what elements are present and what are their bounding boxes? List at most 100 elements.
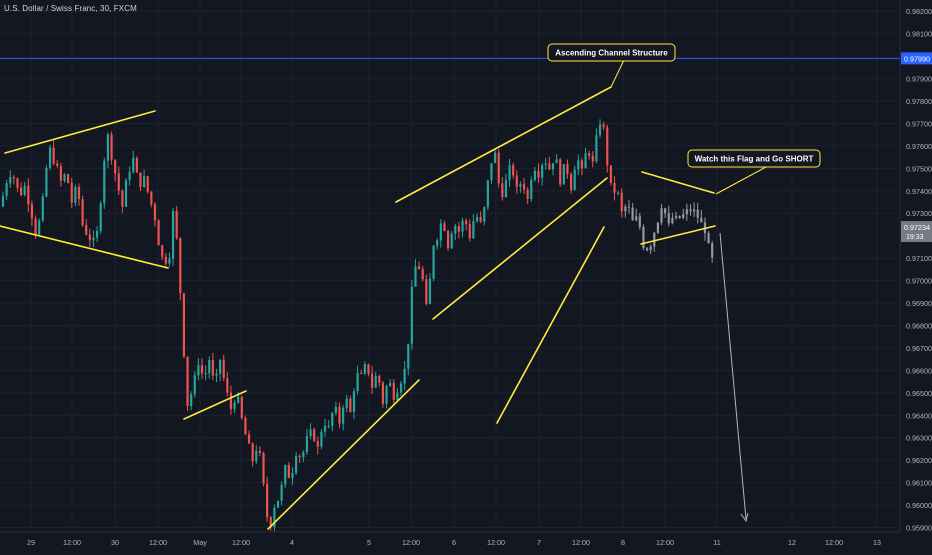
candle-body: [360, 373, 363, 375]
candle-body: [711, 243, 714, 258]
trend-line: [640, 225, 716, 245]
candle-body: [67, 174, 70, 184]
candle-body: [678, 215, 681, 218]
callout-text: Ascending Channel Structure: [555, 49, 668, 58]
candle-body: [602, 124, 605, 128]
callout-text: Watch this Flag and Go SHORT: [695, 155, 814, 164]
candle-body: [262, 453, 265, 484]
y-tick-label: 0.96000: [906, 501, 932, 510]
candle-body: [682, 214, 685, 218]
candle-body: [345, 398, 348, 408]
y-tick-label: 0.98200: [906, 7, 932, 16]
candle-body: [182, 293, 186, 357]
candle-body: [200, 365, 204, 374]
candle-body: [320, 431, 323, 447]
x-tick-label: 30: [111, 538, 119, 547]
candle-body: [204, 373, 207, 375]
candle-body: [595, 135, 598, 162]
candle-body: [121, 190, 124, 207]
grid: [0, 0, 900, 532]
candle-body: [342, 407, 345, 424]
candle-body: [573, 169, 576, 191]
candle-body: [85, 224, 88, 235]
callout-flag-short[interactable]: Watch this Flag and Go SHORT: [687, 149, 821, 195]
trend-line: [641, 171, 715, 194]
candle-body: [247, 434, 251, 444]
candle-body: [349, 398, 352, 412]
x-tick-label: 12:00: [402, 538, 420, 547]
candle-body: [374, 375, 377, 388]
candle-body: [707, 233, 710, 244]
candle-body: [454, 226, 457, 234]
candle-body: [244, 417, 247, 435]
candle-body: [367, 364, 370, 374]
callout-ascending-channel[interactable]: Ascending Channel Structure: [547, 43, 676, 88]
trend-line: [432, 177, 608, 320]
y-tick-label: 0.97500: [906, 164, 932, 173]
candle-body: [609, 165, 612, 183]
candle-body: [316, 441, 319, 447]
candle-body: [396, 392, 399, 401]
candle-body: [45, 167, 48, 197]
candle-body: [522, 184, 526, 190]
x-tick-label: 7: [537, 538, 541, 547]
candle-body: [150, 191, 153, 205]
candle-body: [70, 183, 73, 203]
annotation-drawings[interactable]: Ascending Channel Structure Watch this Fl…: [0, 43, 900, 530]
candle-body: [56, 163, 59, 166]
candle-body: [77, 186, 81, 200]
candle-body: [577, 160, 580, 170]
candle-body: [287, 465, 290, 478]
candle-body: [363, 364, 366, 374]
trend-line: [496, 226, 605, 424]
candle-body: [12, 177, 15, 179]
candle-body: [117, 173, 120, 191]
candle-body: [41, 196, 44, 221]
candle-body: [443, 223, 446, 231]
candle-body: [617, 192, 620, 194]
candle-body: [642, 227, 645, 249]
candle-body: [19, 187, 23, 195]
candle-body: [689, 209, 692, 212]
candle-body: [530, 179, 533, 199]
candle-body: [660, 208, 663, 223]
candle-body: [226, 378, 229, 393]
candle-body: [475, 217, 479, 222]
candle-body: [135, 157, 138, 173]
candle-body: [541, 164, 544, 178]
candle-body: [63, 174, 66, 181]
y-tick-label: 0.96900: [906, 299, 932, 308]
candle-body: [164, 256, 167, 264]
candle-body: [74, 186, 77, 203]
candle-body: [519, 184, 522, 187]
candle-body: [591, 155, 594, 162]
candle-body: [569, 174, 573, 191]
candle-body: [186, 356, 189, 407]
candle-body: [99, 203, 102, 231]
projection-arrow-head: [740, 512, 749, 523]
candle-body: [175, 210, 178, 238]
candle-body: [700, 217, 703, 223]
candle-body: [559, 159, 562, 185]
y-tick-label: 0.96700: [906, 344, 932, 353]
candle-body: [418, 266, 421, 270]
candle-body: [671, 217, 674, 224]
candle-body: [428, 278, 432, 305]
candle-body: [114, 159, 117, 174]
x-tick-label: 11: [713, 538, 720, 547]
candle-body: [190, 394, 193, 407]
candle-body: [468, 224, 471, 239]
candle-body: [515, 175, 518, 187]
candle-body: [504, 179, 508, 198]
candle-body: [613, 182, 616, 193]
level-price-badge: [901, 52, 932, 65]
candle-body: [432, 245, 435, 279]
candle-body: [52, 147, 55, 164]
candle-body: [486, 180, 489, 208]
callout-pointer: [715, 166, 767, 195]
price-axis-bg: [900, 0, 932, 550]
candle-body: [381, 382, 385, 404]
